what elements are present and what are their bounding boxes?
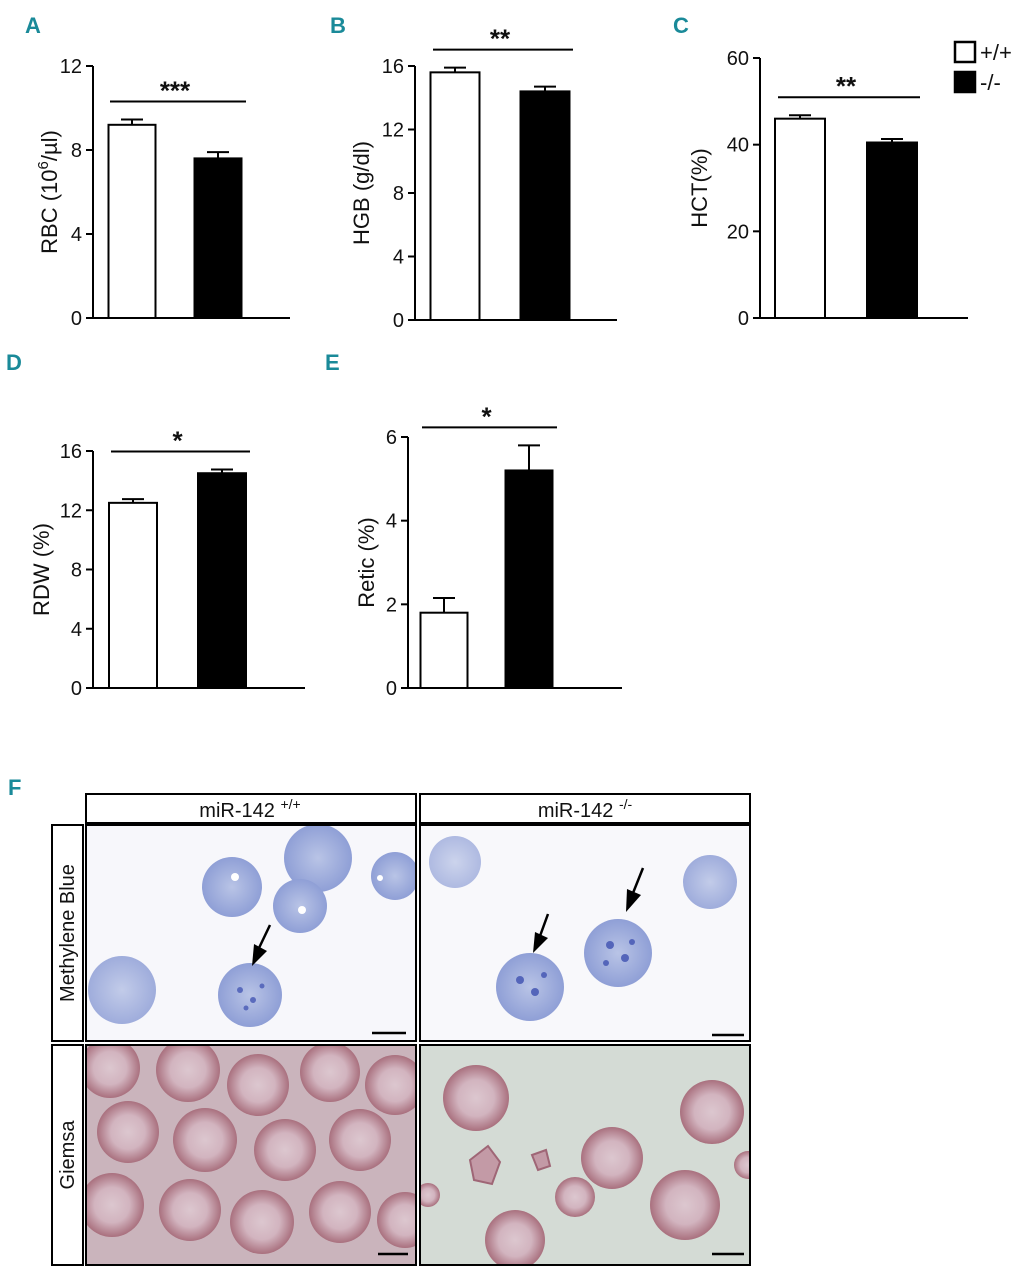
y-tick-label: 8 [71, 560, 82, 582]
y-axis-label: RDW (%) [29, 523, 54, 616]
y-tick-label: 2 [386, 594, 397, 616]
micrograph-methylene-wildtype [86, 825, 416, 1041]
panel-letter-c: C [673, 13, 689, 38]
y-tick-label: 0 [71, 308, 82, 330]
bar-knockout [197, 472, 247, 689]
bar-wildtype [774, 117, 826, 319]
y-tick-label: 0 [738, 308, 749, 330]
legend: +/+ -/- [953, 40, 1012, 95]
row-box-giemsa [51, 1044, 84, 1266]
panel-letter-a: A [25, 13, 41, 38]
y-tick-label: 6 [386, 427, 397, 449]
bar-knockout [519, 90, 571, 322]
row-box-methylene [51, 824, 84, 1042]
y-tick-label: 0 [386, 678, 397, 700]
bar-knockout [193, 157, 243, 319]
y-tick-label: 12 [382, 120, 404, 142]
legend-swatch-wildtype [953, 40, 977, 64]
panel-d-rdw-chart: D 0 4 8 12 16 RDW (%) * [6, 350, 305, 700]
significance-label: * [481, 401, 492, 431]
col-header-wildtype: miR-142 +/+ [199, 796, 300, 822]
y-tick-label: 4 [386, 511, 397, 533]
panel-b-hgb-chart: B 0 4 8 12 16 HGB (g/dl) ** [330, 13, 617, 332]
y-tick-label: 16 [382, 56, 404, 78]
y-tick-label: 8 [393, 183, 404, 205]
y-tick-label: 0 [393, 310, 404, 332]
micrograph-methylene-knockout [420, 825, 750, 1041]
panel-letter-d: D [6, 350, 22, 375]
y-axis-label: HGB (g/dl) [349, 141, 374, 245]
panel-letter-f: F [8, 775, 21, 800]
significance-label: ** [836, 71, 857, 101]
significance-label: * [172, 426, 183, 456]
y-tick-label: 12 [60, 56, 82, 78]
micrograph-giemsa-knockout [420, 1045, 750, 1265]
bar-wildtype [419, 611, 469, 690]
y-tick-label: 12 [60, 500, 82, 522]
y-axis-label: HCT(%) [687, 148, 712, 227]
y-tick-label: 4 [71, 619, 82, 641]
significance-label: ** [490, 24, 511, 54]
row-label-giemsa: Giemsa [57, 1120, 79, 1190]
y-axis-label: RBC (106/µl) [35, 130, 62, 254]
y-axis-label: Retic (%) [354, 517, 379, 607]
bar-wildtype [107, 123, 157, 319]
bar-knockout [504, 469, 554, 690]
panel-e-retic-chart: E 0 2 4 6 Retic (%) * [325, 350, 622, 700]
y-tick-label: 60 [727, 48, 749, 70]
bar-wildtype [108, 501, 158, 689]
y-tick-label: 16 [60, 441, 82, 463]
bar-wildtype [429, 71, 481, 321]
panel-f-micrographs: F miR-142 +/+ miR-142 -/- Methylene Blue… [8, 775, 751, 1266]
y-tick-label: 0 [71, 678, 82, 700]
y-tick-label: 8 [71, 140, 82, 162]
legend-swatch-knockout [953, 70, 977, 94]
header-box-wildtype [85, 793, 417, 824]
y-tick-label: 4 [71, 224, 82, 246]
row-label-methylene-blue: Methylene Blue [57, 864, 79, 1002]
panel-letter-e: E [325, 350, 340, 375]
y-tick-label: 20 [727, 221, 749, 243]
y-tick-label: 40 [727, 135, 749, 157]
panel-a-rbc-chart: A 0 4 8 12 RBC (106/µl) *** [25, 13, 290, 330]
panel-letter-b: B [330, 13, 346, 38]
header-box-knockout [419, 793, 751, 824]
bar-knockout [866, 141, 918, 319]
legend-label-wildtype: +/+ [980, 40, 1012, 65]
y-tick-label: 4 [393, 247, 404, 269]
micrograph-giemsa-wildtype [86, 1045, 416, 1265]
panel-c-hct-chart: C 0 20 40 60 HCT(%) ** [673, 13, 968, 330]
col-header-knockout: miR-142 -/- [538, 796, 633, 822]
legend-label-knockout: -/- [980, 70, 1001, 95]
significance-label: *** [160, 76, 191, 106]
